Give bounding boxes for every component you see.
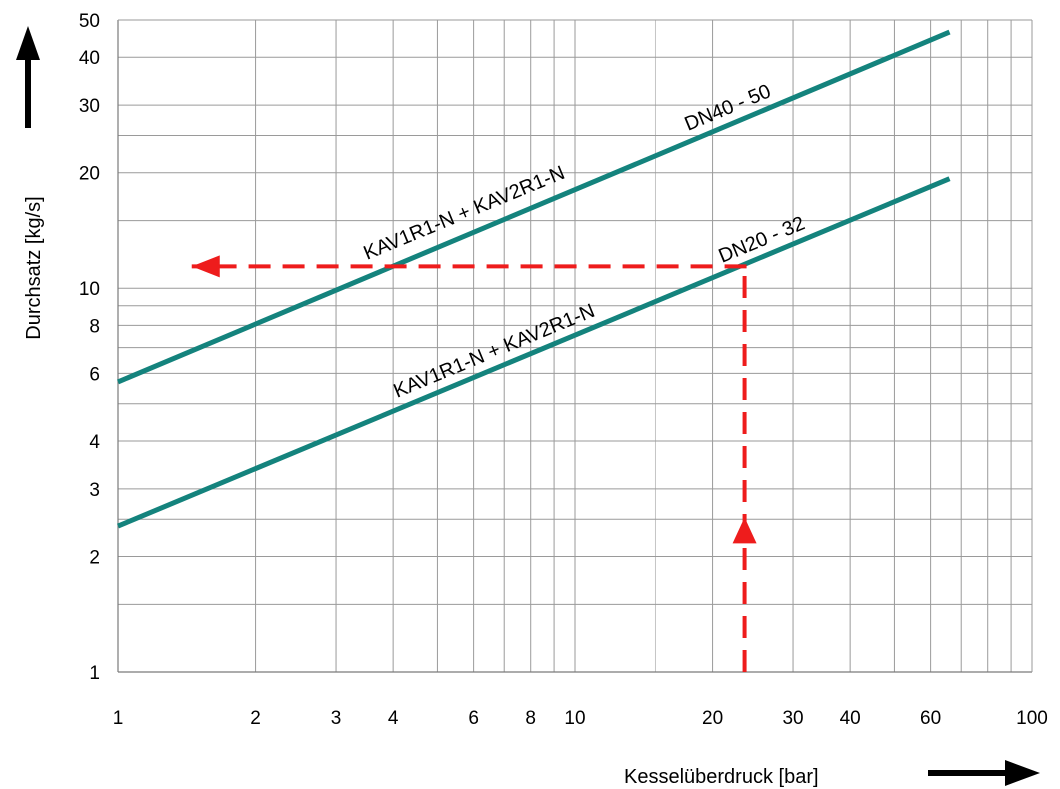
y-tick-label: 3 (89, 480, 100, 501)
y-tick-label: 4 (89, 432, 100, 453)
example-reading (191, 255, 757, 672)
series-label-lower: KAV1R1-N + KAV2R1-N (390, 300, 597, 403)
y-axis-arrow-icon (16, 26, 40, 60)
x-tick-label: 6 (468, 708, 479, 729)
y-tick-label: 2 (89, 547, 100, 568)
x-tick-label: 3 (331, 708, 342, 729)
x-tick-label: 30 (782, 708, 803, 729)
x-tick-label: 4 (388, 708, 399, 729)
y-tick-label: 40 (79, 48, 100, 69)
x-tick-label: 100 (1016, 708, 1048, 729)
x-tick-label: 2 (250, 708, 261, 729)
series-line-2 (117, 176, 951, 529)
y-tick-label: 10 (79, 279, 100, 300)
y-tick-label: 1 (89, 663, 100, 684)
y-axis-title: Durchsatz [kg/s] (23, 196, 45, 339)
x-tick-label: 40 (840, 708, 861, 729)
x-tick-label: 20 (702, 708, 723, 729)
series-line-1 (117, 29, 951, 385)
y-tick-label: 50 (79, 11, 100, 32)
y-tick-label: 30 (79, 96, 100, 117)
x-tick-label: 10 (564, 708, 585, 729)
y-tick-label: 8 (89, 316, 100, 337)
x-tick-label: 1 (113, 708, 124, 729)
grid (118, 20, 1032, 672)
reading-up-arrow-icon (732, 517, 757, 544)
y-tick-label: 6 (89, 364, 100, 385)
x-axis-arrow-icon (1005, 760, 1040, 786)
series-group (117, 29, 951, 529)
y-tick-label: 20 (79, 164, 100, 185)
reading-left-arrow-icon (191, 255, 220, 278)
x-tick-label: 60 (920, 708, 941, 729)
x-axis-title: Kesselüberdruck [bar] (624, 766, 819, 788)
series-label-upper: KAV1R1-N + KAV2R1-N (360, 162, 567, 265)
x-tick-label: 8 (525, 708, 536, 729)
plot-frame (117, 19, 1033, 673)
tick-labels: 1 2 3 4 6 8 10 20 30 40 60 100 1 2 3 4 6 8 10 20 30 40 50 (79, 11, 1048, 729)
